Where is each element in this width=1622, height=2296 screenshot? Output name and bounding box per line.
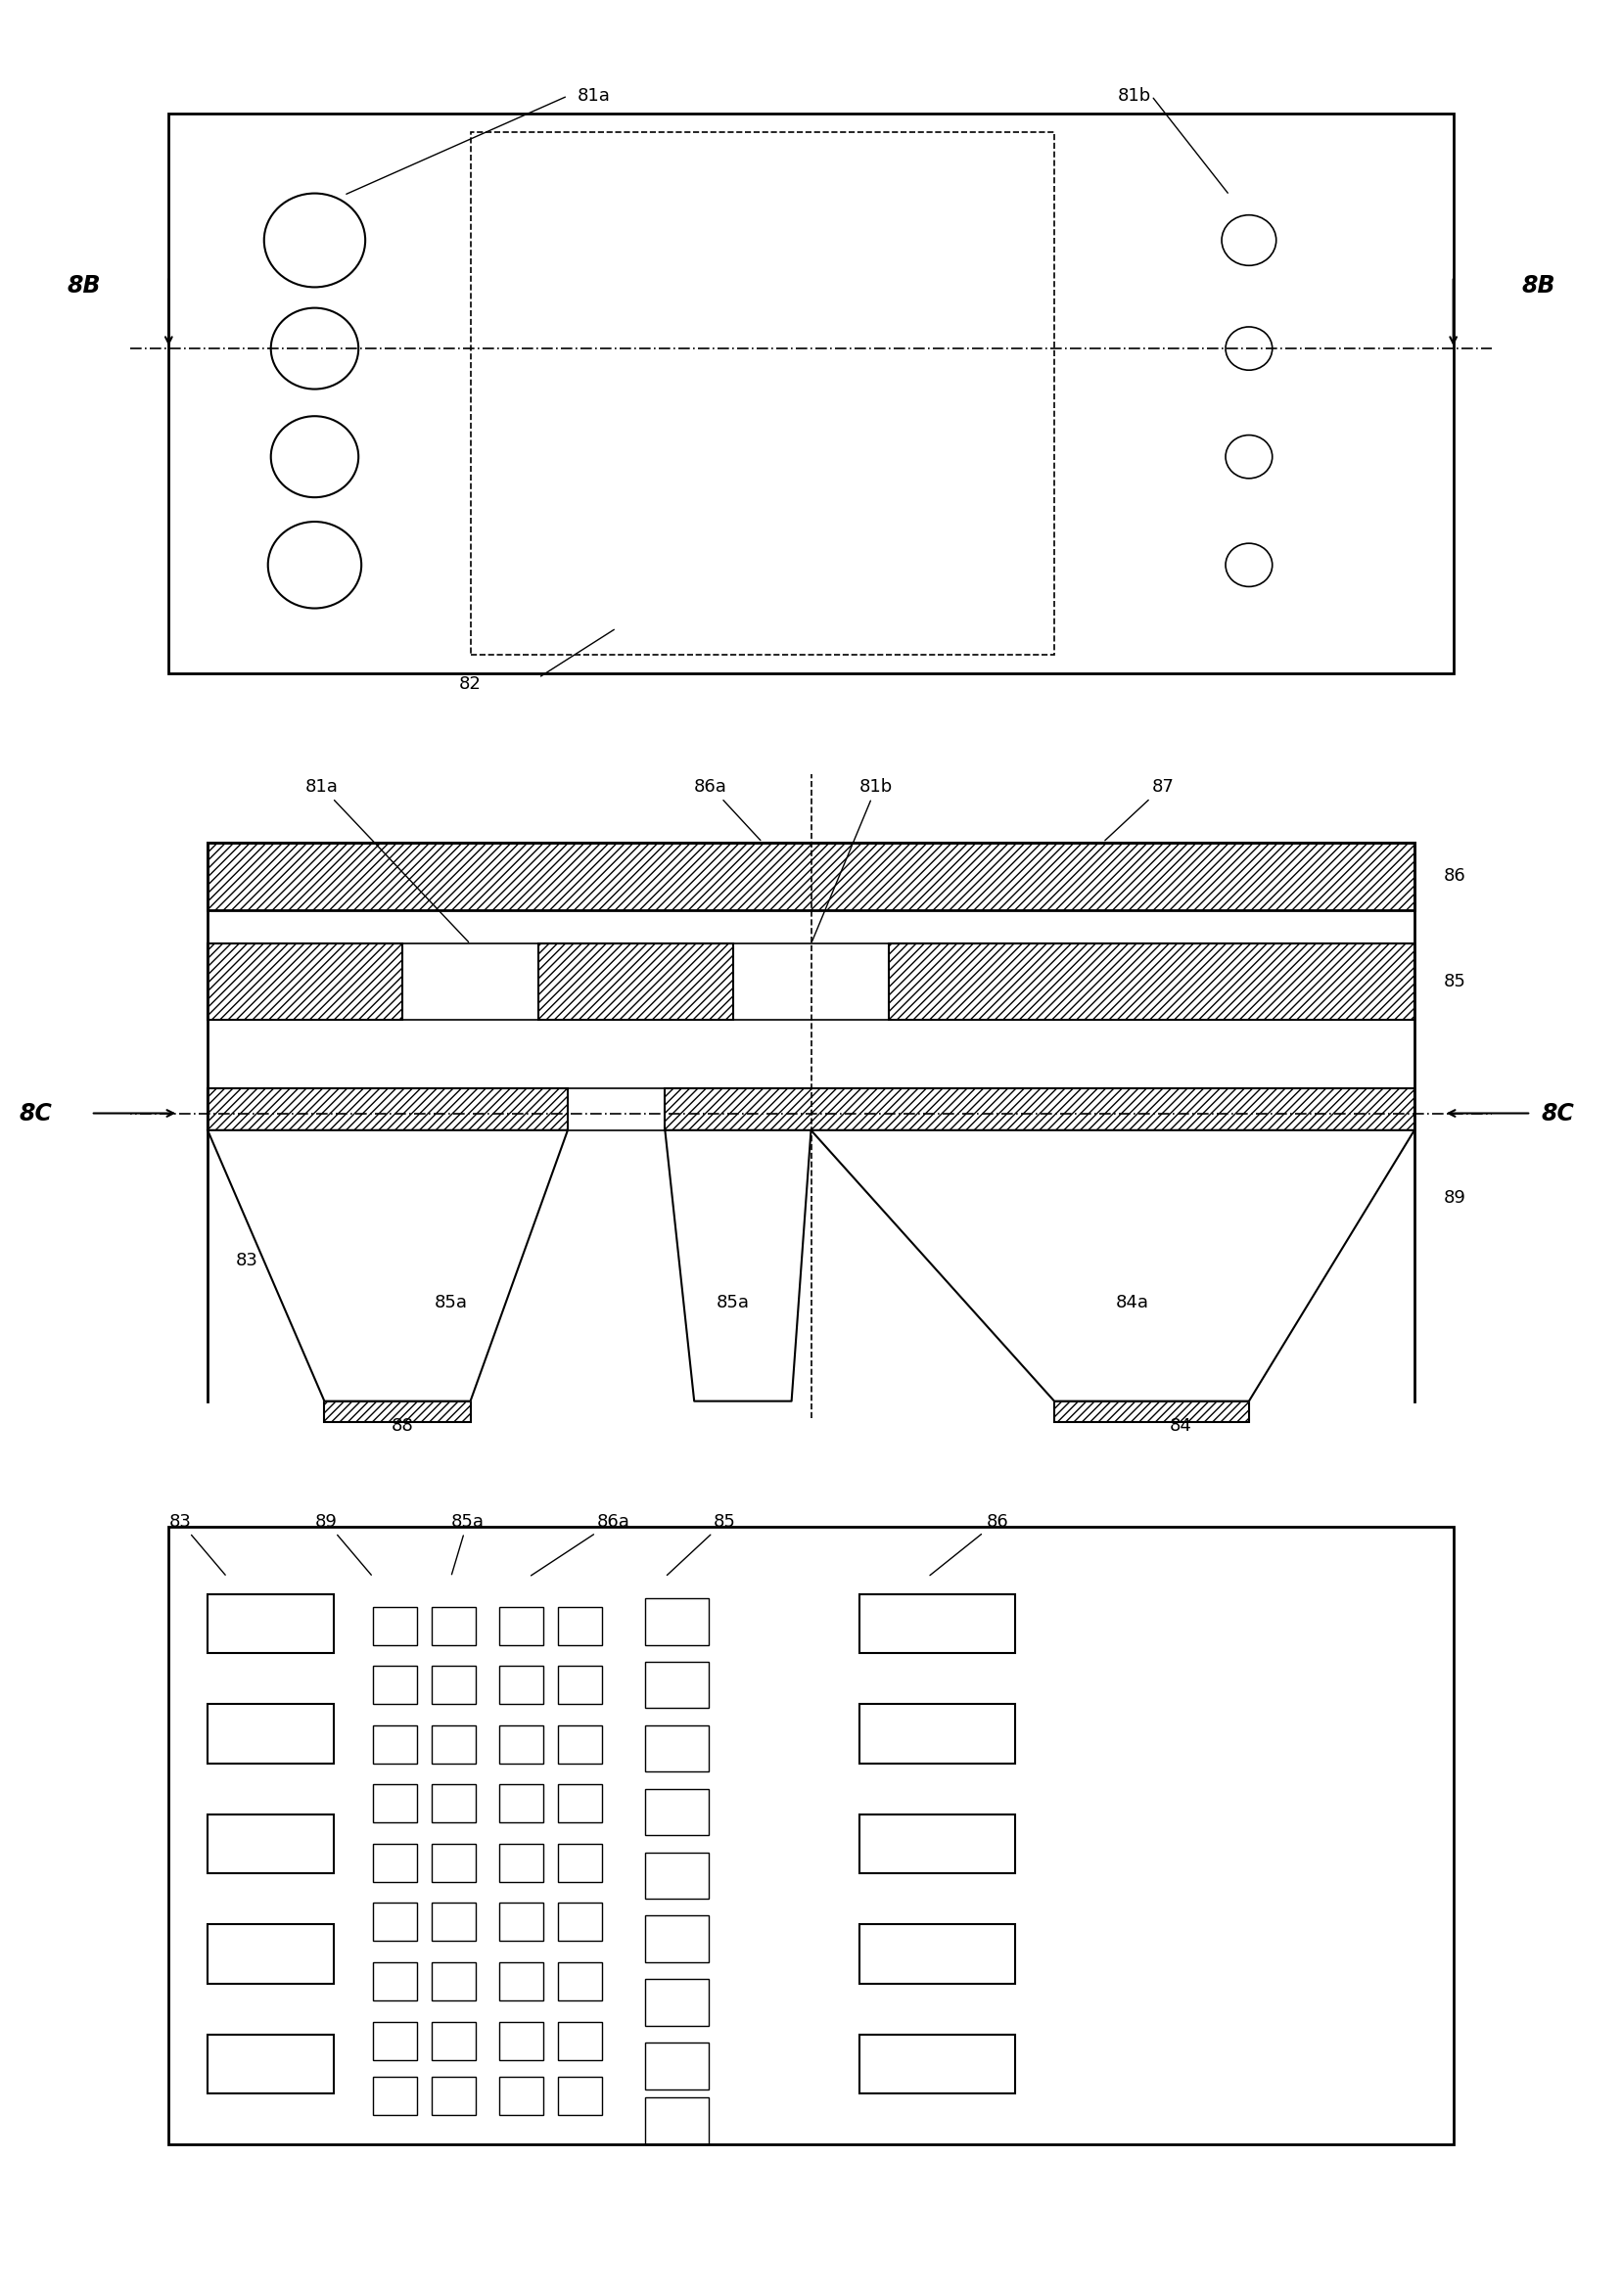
Bar (860, 1924, 1015, 1984)
Bar (208, 1088, 568, 1130)
Text: 81b: 81b (813, 778, 894, 941)
Polygon shape (811, 1130, 1414, 1401)
Bar (208, 1814, 334, 1874)
Text: 89: 89 (1444, 1189, 1466, 1208)
Bar (646, 1662, 709, 1708)
Bar (431, 2020, 475, 2060)
Bar (860, 2034, 1015, 2094)
Bar (431, 1607, 475, 1644)
Bar (373, 1844, 417, 1883)
Bar (373, 2020, 417, 2060)
Bar (539, 944, 733, 1019)
Bar (431, 1844, 475, 1883)
Bar (431, 1963, 475, 2000)
Bar (500, 2020, 543, 2060)
Polygon shape (208, 1130, 568, 1401)
Bar (500, 1903, 543, 1940)
Text: 85: 85 (1444, 974, 1466, 992)
Bar (208, 1593, 334, 1653)
Bar (646, 1979, 709, 2025)
Text: 85a: 85a (717, 1295, 749, 1311)
Bar (500, 1667, 543, 1704)
Bar (208, 843, 1414, 909)
Text: 82: 82 (459, 675, 482, 693)
Bar (373, 1784, 417, 1823)
Bar (208, 2034, 334, 2094)
Bar (373, 1963, 417, 2000)
Bar (558, 1844, 602, 1883)
Text: 85a: 85a (451, 1513, 485, 1575)
Bar (500, 1963, 543, 2000)
Bar (646, 2099, 709, 2144)
Bar (860, 1593, 1015, 1653)
Text: 86a: 86a (694, 778, 761, 840)
Bar (860, 1704, 1015, 1763)
Bar (431, 1903, 475, 1940)
Text: 8B: 8B (67, 273, 101, 296)
Text: 85: 85 (667, 1513, 736, 1575)
Text: 89: 89 (315, 1513, 371, 1575)
Bar (558, 1784, 602, 1823)
Bar (558, 1667, 602, 1704)
Bar (431, 1724, 475, 1763)
Bar (324, 1401, 470, 1421)
Bar (1054, 1401, 1249, 1421)
Text: 83: 83 (169, 1513, 225, 1575)
Bar (558, 2076, 602, 2115)
Text: 85a: 85a (435, 1295, 467, 1311)
Bar (373, 1724, 417, 1763)
Polygon shape (665, 1130, 811, 1401)
Text: 86a: 86a (530, 1513, 629, 1575)
Bar (646, 1915, 709, 1963)
Text: 84: 84 (1169, 1417, 1192, 1435)
Bar (646, 1853, 709, 1899)
Bar (431, 1784, 475, 1823)
Bar (558, 1903, 602, 1940)
Bar (373, 1607, 417, 1644)
Text: 86: 86 (929, 1513, 1009, 1575)
Bar (860, 1814, 1015, 1874)
Bar (558, 1724, 602, 1763)
Bar (431, 2076, 475, 2115)
Bar (558, 2020, 602, 2060)
Bar (208, 944, 402, 1019)
Bar (646, 1789, 709, 1835)
Bar (500, 1607, 543, 1644)
Bar (500, 1724, 543, 1763)
Text: 81b: 81b (1118, 87, 1152, 106)
Text: 81a: 81a (305, 778, 469, 941)
Text: 88: 88 (391, 1417, 414, 1435)
Text: 81a: 81a (577, 87, 610, 106)
Bar (500, 1784, 543, 1823)
Bar (558, 1607, 602, 1644)
Text: 86: 86 (1444, 868, 1466, 884)
Bar (646, 2043, 709, 2089)
Bar (646, 1724, 709, 1773)
Bar (889, 944, 1414, 1019)
Text: 8C: 8C (19, 1102, 52, 1125)
Bar (373, 1667, 417, 1704)
Text: 84a: 84a (1116, 1295, 1148, 1311)
Bar (665, 1088, 1414, 1130)
Bar (558, 1963, 602, 2000)
Bar (169, 115, 1453, 673)
Text: 83: 83 (235, 1251, 258, 1270)
Bar (208, 1704, 334, 1763)
Text: 87: 87 (1105, 778, 1174, 840)
Bar (500, 2076, 543, 2115)
Bar (373, 1903, 417, 1940)
Bar (500, 1844, 543, 1883)
Bar (431, 1667, 475, 1704)
Text: 8B: 8B (1521, 273, 1555, 296)
Bar (470, 133, 1054, 654)
Bar (646, 1598, 709, 1644)
Bar (373, 2076, 417, 2115)
Text: 8C: 8C (1541, 1102, 1573, 1125)
Bar (208, 1924, 334, 1984)
